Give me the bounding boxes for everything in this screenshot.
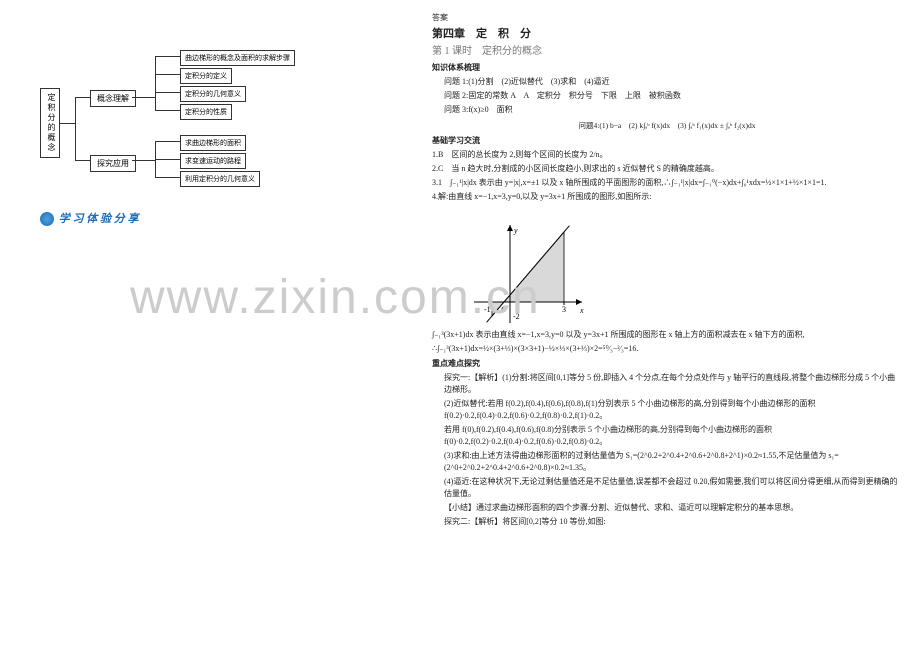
leaf-6: 求变速运动的路程	[180, 153, 246, 169]
leaf-5: 求曲边梯形的面积	[180, 135, 246, 151]
q4-formula: 问题4:(1) b−a (2) k∫ₐᵇ f(x)dx (3) ∫ₐᵇ f₁(x…	[432, 120, 902, 131]
conn	[155, 74, 180, 75]
conn	[155, 110, 180, 111]
explore-1d: (3)求和:由上述方法得曲边梯形面积的过剩估量值为 S₁=(2^0.2+2^0.…	[444, 450, 902, 474]
conn	[155, 159, 180, 160]
conn	[75, 97, 90, 98]
svg-text:-2: -2	[513, 312, 520, 321]
item-4: 4.解:由直线 x=−1,x=3,y=0,以及 y=3x+1 所围成的图形,如图…	[432, 191, 902, 203]
conn	[132, 97, 155, 98]
explore-1a: 探究一:【解析】(1)分割:将区间[0,1]等分 5 份,即插入 4 个分点,在…	[444, 372, 902, 396]
item-2: 2.C 当 n 趋大时,分割成的小区间长度趋小,则求出的 s 近似替代 S 的精…	[432, 163, 902, 175]
explore-1b: (2)近似替代:若用 f(0.2),f(0.4),f(0.6),f(0.8),f…	[444, 398, 902, 422]
leaf-1: 曲边梯形的概念及面积的求解步骤	[180, 50, 295, 66]
share-text: 学 习 体 验 分 享	[59, 213, 139, 225]
section-heading-3: 重点难点探究	[432, 358, 902, 370]
share-icon	[40, 212, 54, 226]
item-4c: ∴∫₋₁³(3x+1)dx=½×(3+⅓)×(3×3+1)−½×⅓×(3+⅓)×…	[432, 343, 902, 355]
conn	[155, 177, 180, 178]
item-1: 1.B 区间的总长度为 2,则每个区间的长度为 2/n。	[432, 149, 902, 161]
section-heading-1: 知识体系梳理	[432, 62, 902, 74]
root-node: 定积分的概念	[40, 88, 60, 158]
leaf-2: 定积分的定义	[180, 68, 232, 84]
conn	[60, 123, 75, 124]
svg-text:x: x	[579, 306, 584, 315]
explore-2: 探究二:【解析】将区间[0,2]等分 10 等份,如图:	[444, 516, 902, 528]
svg-text:-1: -1	[484, 305, 491, 314]
q3: 问题 3:f(x)≥0 面积	[444, 104, 902, 116]
explore-1c: 若用 f(0),f(0.2),f(0.4),f(0.6),f(0.8)分别表示 …	[444, 424, 902, 448]
svg-text:O: O	[501, 305, 507, 314]
item-3: 3.1 ∫₋₁¹|x|dx 表示由 y=|x|,x=±1 以及 x 轴所围成的平…	[432, 177, 902, 189]
explore-1e: (4)逼近:在这种状况下,无论过剩估量值还是不足估量值,误差都不会超过 0.20…	[444, 476, 902, 500]
lesson-title: 第 1 课时 定积分的概念	[432, 44, 902, 59]
section-heading-2: 基础学习交流	[432, 135, 902, 147]
conn	[132, 160, 155, 161]
chapter-title: 第四章 定 积 分	[432, 26, 902, 43]
conn	[155, 141, 180, 142]
answer-label: 答案	[432, 12, 902, 24]
mid-node-2: 探究应用	[90, 155, 136, 172]
triangle-chart: Ox y -1 3 -2	[460, 207, 610, 327]
explore-1f: 【小结】通过求曲边梯形面积的四个步骤:分割、近似替代、求和、逼近可以理解定积分的…	[444, 502, 902, 514]
leaf-4: 定积分的性质	[180, 104, 232, 120]
q1: 问题 1:(1)分割 (2)近似替代 (3)求和 (4)逼近	[444, 76, 902, 88]
conn	[75, 160, 90, 161]
conn	[75, 97, 76, 160]
share-badge: 学 习 体 验 分 享	[40, 210, 139, 226]
conn	[155, 56, 180, 57]
leaf-7: 利用定积分的几何意义	[180, 171, 260, 187]
conn	[155, 56, 156, 111]
right-panel: 答案 第四章 定 积 分 第 1 课时 定积分的概念 知识体系梳理 问题 1:(…	[432, 12, 902, 528]
leaf-3: 定积分的几何意义	[180, 86, 246, 102]
svg-text:y: y	[513, 226, 518, 235]
item-4b: ∫₋₁³(3x+1)dx 表示由直线 x=−1,x=3,y=0 以及 y=3x+…	[432, 329, 902, 341]
q2: 问题 2:固定的常数 A A 定积分 积分号 下限 上限 被积函数	[444, 90, 902, 102]
svg-text:3: 3	[562, 305, 566, 314]
mid-node-1: 概念理解	[90, 90, 136, 107]
conn	[155, 92, 180, 93]
